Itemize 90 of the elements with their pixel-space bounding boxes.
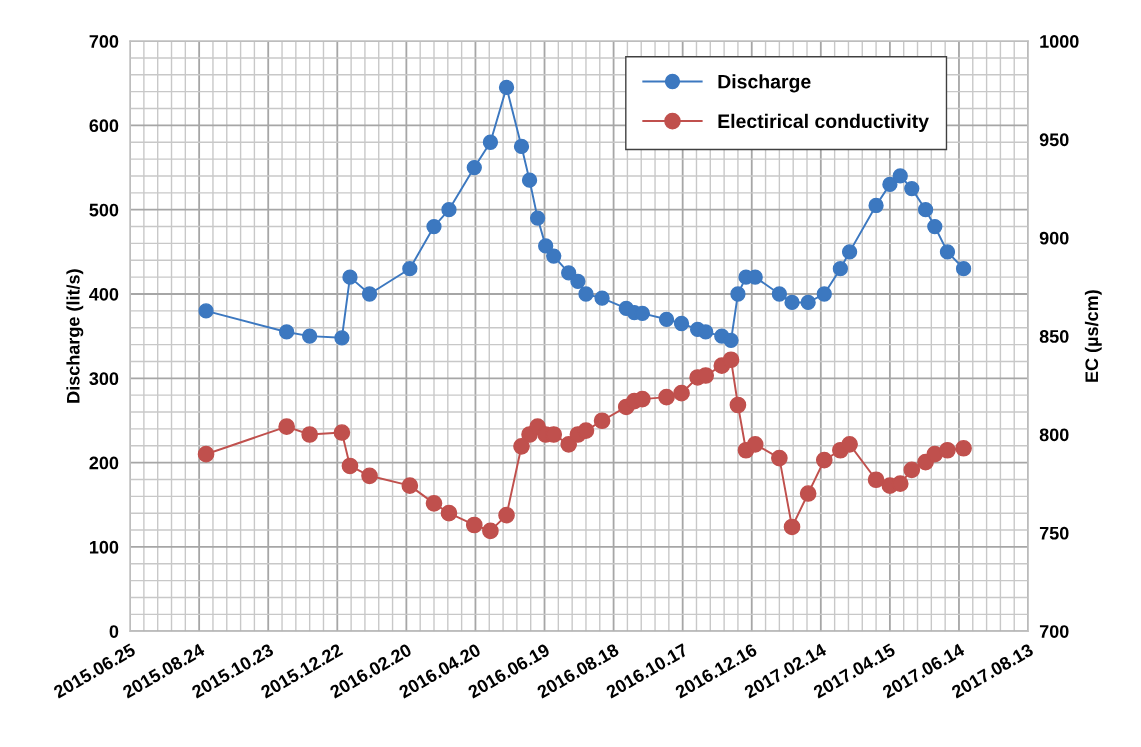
- y-tick-label: 0: [109, 625, 119, 638]
- point: [746, 436, 764, 453]
- point: [333, 424, 351, 441]
- point: [594, 290, 610, 306]
- point: [440, 504, 458, 522]
- point: [729, 396, 747, 414]
- point: [334, 330, 350, 346]
- point: [466, 159, 482, 176]
- point: [482, 522, 499, 540]
- point: [841, 244, 858, 260]
- point: [939, 244, 956, 260]
- point: [771, 449, 788, 467]
- point: [771, 286, 788, 302]
- point: [955, 261, 972, 277]
- y-tick-label: 500: [89, 203, 119, 217]
- y2-tick-label: 700: [1039, 625, 1069, 638]
- point: [529, 210, 546, 226]
- point: [723, 332, 739, 349]
- point: [402, 261, 418, 277]
- point: [832, 261, 849, 277]
- point: [867, 471, 885, 489]
- point: [634, 390, 651, 408]
- point: [673, 384, 690, 402]
- y-tick-label: 700: [89, 35, 119, 48]
- point: [722, 351, 740, 369]
- point: [955, 439, 972, 457]
- point: [816, 286, 832, 302]
- point: [917, 202, 934, 218]
- y2-tick-label: 950: [1039, 133, 1069, 147]
- point: [800, 294, 816, 311]
- y2-tick-label: 900: [1039, 231, 1069, 245]
- point: [730, 286, 746, 302]
- point: [892, 168, 908, 184]
- point: [698, 324, 714, 340]
- point: [426, 218, 442, 235]
- y-tick-label: 600: [89, 119, 119, 133]
- point: [658, 388, 675, 406]
- point: [521, 172, 538, 188]
- point: [425, 495, 443, 512]
- point: [570, 273, 586, 289]
- point: [498, 79, 515, 96]
- y-axis-title: Discharge (lit/s): [66, 269, 84, 403]
- point: [401, 477, 419, 494]
- y2-tick-label: 1000: [1040, 35, 1079, 48]
- y2-tick-label: 750: [1039, 526, 1069, 540]
- point: [513, 138, 530, 155]
- point: [927, 218, 943, 235]
- y-tick-label: 200: [89, 456, 119, 470]
- point: [784, 294, 800, 311]
- point: [279, 324, 295, 340]
- point: [198, 303, 214, 319]
- point: [341, 457, 359, 475]
- y2-tick-label: 800: [1039, 428, 1069, 442]
- y-tick-label: 300: [89, 372, 119, 386]
- point: [538, 238, 554, 254]
- point: [482, 134, 499, 150]
- point: [498, 506, 515, 524]
- legend-label: Electirical conductivity: [718, 113, 929, 132]
- point: [903, 461, 921, 479]
- point: [658, 311, 675, 327]
- point: [361, 286, 378, 302]
- point: [593, 412, 611, 430]
- y-tick-label: 100: [89, 540, 119, 554]
- point: [783, 518, 801, 536]
- legend-label: Discharge: [718, 74, 811, 93]
- point: [799, 485, 817, 502]
- point: [361, 467, 378, 485]
- point: [546, 248, 562, 264]
- point: [278, 418, 295, 435]
- point: [302, 328, 318, 344]
- point: [841, 436, 858, 453]
- point: [882, 176, 898, 193]
- y-tick-label: 400: [89, 287, 119, 301]
- point: [342, 269, 358, 285]
- point: [697, 367, 715, 384]
- point: [939, 441, 956, 459]
- point: [465, 516, 483, 534]
- point: [301, 426, 319, 443]
- y2-tick-label: 850: [1039, 330, 1069, 343]
- y2-axis-title: EC (µs/cm): [1084, 290, 1102, 382]
- point: [561, 265, 577, 281]
- point: [441, 202, 457, 218]
- point: [815, 451, 833, 469]
- point: [197, 445, 215, 463]
- point: [577, 422, 595, 439]
- point: [673, 315, 690, 332]
- point: [513, 437, 530, 455]
- point: [904, 180, 920, 197]
- point: [578, 286, 594, 302]
- point: [868, 197, 884, 214]
